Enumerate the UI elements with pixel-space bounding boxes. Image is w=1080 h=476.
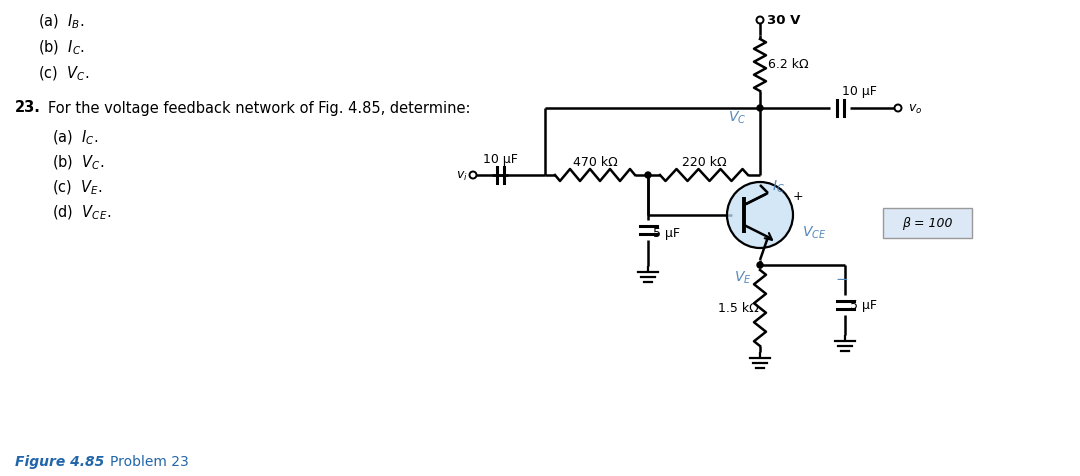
Circle shape <box>470 171 476 178</box>
FancyBboxPatch shape <box>883 208 972 238</box>
Text: $v_o$: $v_o$ <box>908 102 922 116</box>
Text: 10 μF: 10 μF <box>483 152 517 166</box>
Text: $+$: $+$ <box>792 190 804 204</box>
Text: 30 V: 30 V <box>767 13 800 27</box>
Text: 5 μF: 5 μF <box>850 298 877 311</box>
Text: $I_C$: $I_C$ <box>772 179 785 195</box>
Text: 6.2 kΩ: 6.2 kΩ <box>768 59 809 71</box>
Text: 10 μF: 10 μF <box>842 86 877 99</box>
Text: $-$: $-$ <box>835 269 848 285</box>
Text: 23.: 23. <box>15 100 41 116</box>
Text: $v_i$: $v_i$ <box>456 169 468 183</box>
Text: For the voltage feedback network of Fig. 4.85, determine:: For the voltage feedback network of Fig.… <box>48 100 471 116</box>
Text: 5 μF: 5 μF <box>653 227 680 239</box>
Text: β = 100: β = 100 <box>902 217 953 229</box>
Circle shape <box>756 17 764 23</box>
Text: 220 kΩ: 220 kΩ <box>681 156 727 169</box>
Text: 470 kΩ: 470 kΩ <box>572 156 618 169</box>
Text: $V_E$: $V_E$ <box>734 270 752 286</box>
Circle shape <box>894 105 902 111</box>
Text: 1.5 kΩ: 1.5 kΩ <box>718 301 759 315</box>
Circle shape <box>757 262 762 268</box>
Text: (b)  $V_C$.: (b) $V_C$. <box>52 154 105 172</box>
Text: (b)  $I_C$.: (b) $I_C$. <box>38 39 85 57</box>
Text: (a)  $I_B$.: (a) $I_B$. <box>38 13 84 31</box>
Circle shape <box>757 105 762 111</box>
Text: Problem 23: Problem 23 <box>110 455 189 469</box>
Text: (d)  $V_{CE}$.: (d) $V_{CE}$. <box>52 204 111 222</box>
Text: Figure 4.85: Figure 4.85 <box>15 455 105 469</box>
Text: (c)  $V_E$.: (c) $V_E$. <box>52 179 103 197</box>
Text: $V_C$: $V_C$ <box>728 110 746 126</box>
Text: (a)  $I_C$.: (a) $I_C$. <box>52 129 98 147</box>
Circle shape <box>645 172 651 178</box>
Text: (c)  $V_C$.: (c) $V_C$. <box>38 65 90 83</box>
Text: $V_{CE}$: $V_{CE}$ <box>802 225 826 241</box>
Circle shape <box>727 182 793 248</box>
